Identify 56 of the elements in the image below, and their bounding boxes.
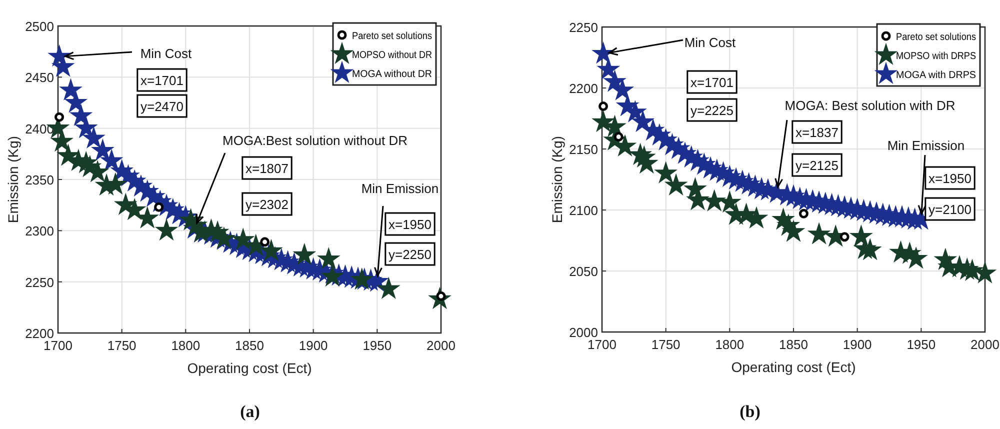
x-axis-title: Operating cost (Ect) xyxy=(187,360,312,376)
x-tick-label: 1750 xyxy=(107,338,136,353)
legend-label: MOGA with DRPS xyxy=(896,70,978,81)
annotation: y=2302 xyxy=(245,197,289,212)
annotation: x=1701 xyxy=(690,75,734,90)
y-tick-label: 2450 xyxy=(25,70,54,86)
y-tick-label: 2250 xyxy=(25,274,54,290)
x-tick-label: 1800 xyxy=(171,338,200,353)
y-axis-title: Emission (Kg) xyxy=(549,136,565,224)
y-tick-label: 2200 xyxy=(569,81,598,96)
annotation: x=1950 xyxy=(388,217,432,232)
x-axis-title: Operating cost (Ect) xyxy=(731,359,856,375)
y-tick-label: 2250 xyxy=(569,20,598,35)
legend-label: Pareto set solutions xyxy=(352,31,440,42)
text: (b) xyxy=(740,402,760,421)
annotation: y=2100 xyxy=(928,202,972,217)
x-tick-label: 1900 xyxy=(842,337,872,352)
x-tick-label: 2000 xyxy=(426,338,456,353)
x-tick-label: 1850 xyxy=(235,338,264,353)
annotation: y=2250 xyxy=(388,247,432,262)
x-tick-label: 1950 xyxy=(906,337,936,352)
x-tick-label: 1700 xyxy=(588,337,616,352)
x-tick-label: 1700 xyxy=(44,338,72,353)
y-tick-label: 2050 xyxy=(569,264,598,279)
y-tick-label: 2500 xyxy=(25,19,54,34)
annotation: Min Emission xyxy=(887,138,965,153)
annotation: Min Emission xyxy=(361,181,439,196)
x-tick-label: 1750 xyxy=(651,337,680,352)
text: (a) xyxy=(240,402,260,421)
annotation: Min Cost xyxy=(684,35,736,50)
legend-label: MOPSO without DR xyxy=(352,50,441,61)
y-tick-label: 2300 xyxy=(25,224,54,239)
x-tick-label: 2000 xyxy=(970,337,1000,352)
legend-label: MOGA without DR xyxy=(352,69,434,80)
x-tick-label: 1900 xyxy=(298,338,328,353)
y-tick-label: 2200 xyxy=(25,326,54,341)
x-tick-label: 1950 xyxy=(362,338,392,353)
annotation: x=1950 xyxy=(928,171,972,186)
annotation: MOGA: Best solution with DR xyxy=(784,98,956,113)
annotation: y=2470 xyxy=(140,99,184,114)
x-tick-label: 1850 xyxy=(779,337,808,352)
y-tick-label: 2100 xyxy=(569,203,598,218)
annotation: y=2125 xyxy=(795,158,839,173)
annotation: y=2225 xyxy=(690,103,734,118)
legend-label: Pareto set solutions xyxy=(896,32,984,43)
legend-label: MOPSO with DRPS xyxy=(896,51,984,62)
y-axis-title: Emission (Kg) xyxy=(5,136,21,224)
annotation: x=1701 xyxy=(140,73,184,88)
annotation: x=1837 xyxy=(795,125,839,140)
annotation: x=1807 xyxy=(245,161,289,176)
x-tick-label: 1800 xyxy=(715,337,744,352)
y-tick-label: 2350 xyxy=(25,172,54,188)
annotation: MOGA:Best solution without DR xyxy=(222,133,408,148)
y-tick-label: 2150 xyxy=(569,142,598,157)
annotation: Min Cost xyxy=(140,46,192,61)
y-tick-label: 2000 xyxy=(569,325,598,340)
